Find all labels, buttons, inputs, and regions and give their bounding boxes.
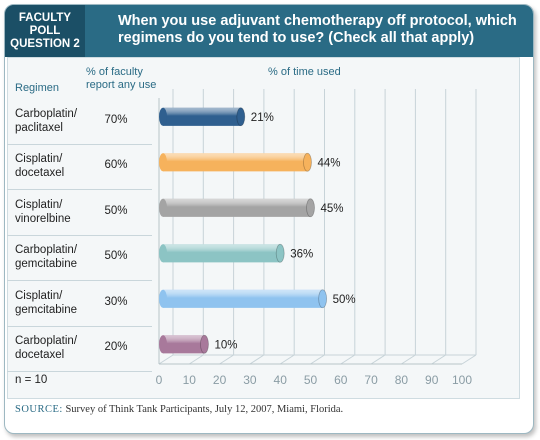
header-bar: FACULTY POLL QUESTION 2 When you use adj… [5,5,533,57]
row-separator [7,325,152,327]
source-text: Survey of Think Tank Participants, July … [65,404,344,415]
source-key: SOURCE: [15,404,63,415]
faculty-use-value: 20% [104,341,128,354]
row-separator [7,280,152,281]
faculty-use-value: 70% [104,113,128,126]
source-note: SOURCE: Survey of Think Tank Participant… [15,404,343,415]
faculty-use-value: 30% [104,295,128,308]
row-separator [7,371,152,372]
time-used-column-header: % of time used [268,66,341,78]
regimen-column-header: Regimen [15,82,60,94]
regimen-label: Cisplatin/ docetaxel [15,153,65,180]
chart-panel [7,57,520,399]
faculty-use-value: 60% [104,159,128,172]
faculty-use-value: 50% [104,250,128,263]
badge-line-2: POLL [29,24,61,37]
faculty-use-value: 50% [104,204,128,217]
regimen-label: Cisplatin/ gemcitabine [15,289,78,316]
badge-line-3: QUESTION 2 [10,37,80,50]
regimen-label: Carboplatin/ gemcitabine [15,244,78,271]
badge-line-1: FACULTY [18,11,72,24]
row-separator [7,234,152,236]
row-separator [7,189,152,190]
regimen-label: Cisplatin/ vinorelbine [15,198,71,225]
poll-badge: FACULTY POLL QUESTION 2 [5,5,85,57]
row-separator [7,143,152,145]
poll-question: When you use adjuvant chemotherapy off p… [118,13,517,46]
regimen-label: Carboplatin/ paclitaxel [15,107,78,134]
sample-size: n = 10 [15,374,48,386]
faculty-use-column-header: % of faculty report any use [86,66,157,91]
regimen-label: Carboplatin/ docetaxel [15,335,78,362]
